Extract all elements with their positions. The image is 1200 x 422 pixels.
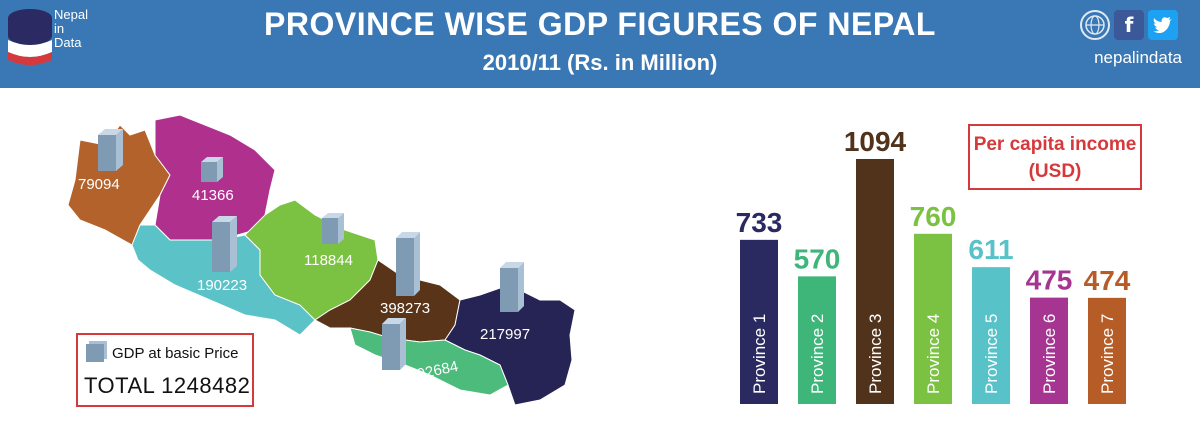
logo-line-3: Data [54, 35, 82, 50]
bar-value-6: 475 [1026, 265, 1073, 296]
map-value-province-4: 118844 [304, 252, 353, 269]
logo-line-1: Nepal [54, 7, 88, 22]
bar-3 [856, 159, 894, 404]
legend-pillar-swatch [86, 344, 104, 362]
gdp-pillar-province-6 [201, 157, 223, 182]
bar-category-label-7: Province 7 [1098, 314, 1117, 394]
bar-category-label-4: Province 4 [924, 314, 943, 394]
per-capita-label: Per capita income [973, 134, 1137, 155]
gdp-pillar-province-4 [322, 213, 344, 244]
page-title: PROVINCE WISE GDP FIGURES OF NEPAL [264, 6, 936, 42]
facebook-icon[interactable]: f [1114, 10, 1144, 40]
www-globe-icon[interactable] [1080, 10, 1110, 40]
legend-label: GDP at basic Price [112, 345, 239, 362]
page-subtitle: 2010/11 (Rs. in Million) [482, 50, 718, 75]
gdp-pillar-province-7 [98, 129, 123, 171]
bar-value-3: 1094 [844, 126, 907, 157]
bar-category-label-2: Province 2 [808, 314, 827, 394]
logo-line-2: in [54, 21, 65, 36]
bar-value-1: 733 [736, 207, 783, 238]
bar-category-label-5: Province 5 [982, 314, 1001, 394]
map-region-province-7 [67, 124, 171, 246]
per-capita-income-bar-chart: 733 Province 1 570 Province 2 1094 Province 3… [736, 126, 1131, 404]
social-handle[interactable]: nepalindata [1094, 48, 1182, 67]
gdp-pillar-province-1 [500, 262, 524, 312]
bar-4 [914, 233, 952, 404]
bar-2 [798, 276, 836, 404]
bar-7 [1088, 297, 1126, 404]
social-icons: f [1080, 10, 1178, 40]
nepal-province-map: 79094 41366 190223 118844 398273 217997 … [67, 114, 576, 406]
bar-value-2: 570 [794, 243, 841, 274]
gdp-pillar-province-5 [212, 216, 237, 272]
bar-5 [972, 267, 1010, 404]
logo-text: Nepal in Data [54, 8, 114, 50]
bar-category-label-3: Province 3 [866, 314, 885, 394]
social-block: f nepalindata [1076, 6, 1186, 80]
map-value-province-1: 217997 [480, 326, 530, 343]
map-value-province-6: 41366 [192, 187, 234, 204]
header-banner: Nepal in Data PROVINCE WISE GDP FIGURES … [0, 0, 1200, 88]
bar-value-7: 474 [1084, 265, 1131, 296]
per-capita-unit: (USD) [1028, 161, 1082, 182]
gdp-pillar-province-2 [382, 318, 406, 370]
gdp-legend: GDP at basic Price TOTAL 1248482 [76, 333, 254, 407]
nepal-in-data-logo[interactable] [6, 4, 116, 82]
map-value-province-5: 190223 [197, 277, 247, 294]
bar-category-label-6: Province 6 [1040, 314, 1059, 394]
bar-1 [740, 239, 778, 404]
bar-value-4: 760 [910, 201, 957, 232]
bar-category-label-1: Province 1 [750, 314, 769, 394]
gdp-total: TOTAL 1248482 [84, 373, 251, 398]
per-capita-label-box: Per capita income (USD) [968, 124, 1142, 190]
bar-6 [1030, 297, 1068, 404]
bar-value-5: 611 [968, 234, 1013, 265]
twitter-icon[interactable] [1148, 10, 1178, 40]
gdp-pillar-province-3 [396, 232, 420, 296]
map-value-province-7: 79094 [78, 176, 120, 193]
map-value-province-3: 398273 [380, 300, 430, 317]
